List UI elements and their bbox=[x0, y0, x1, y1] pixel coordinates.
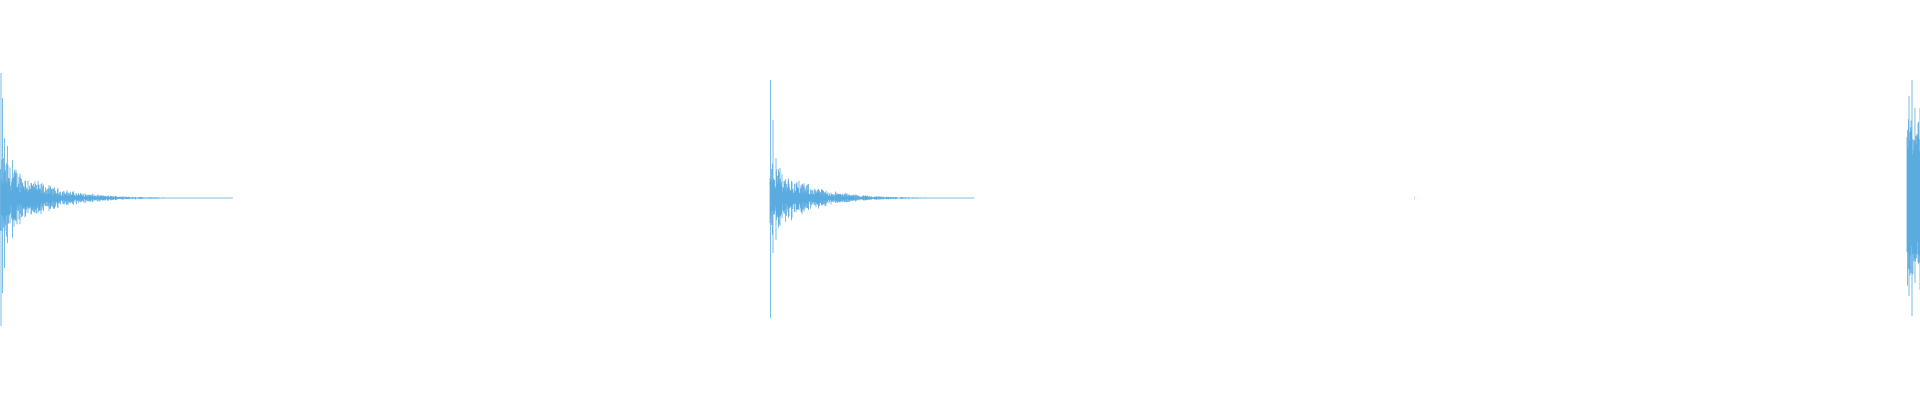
waveform-burst bbox=[0, 73, 233, 326]
waveform-dot bbox=[1414, 197, 1415, 199]
waveform-burst bbox=[769, 80, 975, 318]
waveform bbox=[0, 73, 1920, 326]
waveform-burst bbox=[1906, 80, 1920, 316]
